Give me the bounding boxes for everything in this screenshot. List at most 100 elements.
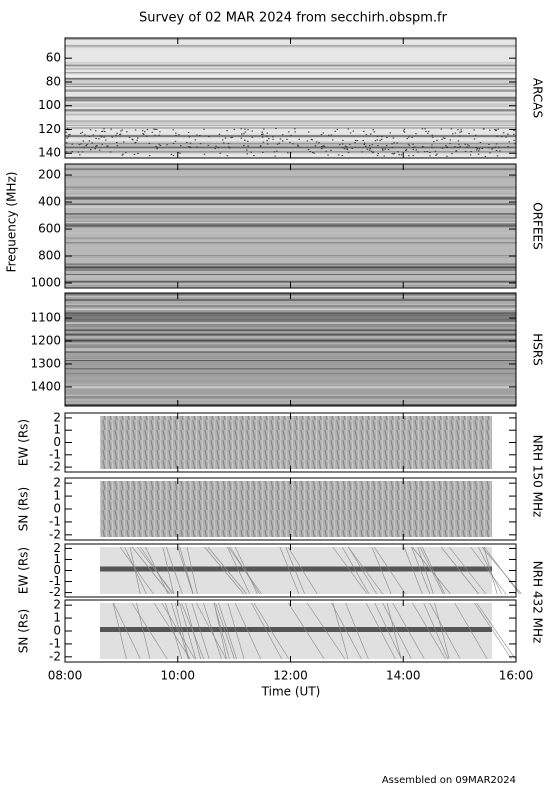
image-dot — [498, 146, 500, 148]
image-streak — [196, 602, 227, 660]
image-dot — [470, 151, 472, 153]
image-dot — [159, 131, 161, 133]
image-dot — [275, 128, 277, 130]
image-dot — [98, 138, 100, 140]
image-streak — [253, 602, 290, 660]
image-dot — [86, 143, 88, 145]
image-band — [65, 212, 516, 216]
image-dot — [508, 141, 510, 143]
image-dot — [262, 141, 265, 143]
image-streak — [131, 546, 171, 595]
image-dot — [123, 141, 125, 143]
image-dot — [180, 145, 182, 147]
y-tick-label: -2 — [49, 460, 61, 474]
image-dot — [170, 153, 173, 155]
image-streak — [204, 546, 245, 595]
image-dot — [244, 131, 247, 133]
image-dot — [121, 154, 123, 156]
image-dot — [352, 130, 355, 132]
image-dot — [65, 131, 68, 133]
image-dot — [377, 145, 379, 147]
image-dot — [495, 143, 498, 145]
image-band — [65, 47, 516, 49]
image-dot — [81, 151, 84, 153]
image-dot — [444, 137, 446, 139]
image-band — [65, 144, 516, 146]
image-dot — [436, 139, 438, 141]
y-tick-label: 2 — [53, 410, 61, 424]
x-tick-label: 08:00 — [48, 669, 83, 683]
image-dot — [196, 134, 198, 136]
image-dot — [246, 153, 248, 155]
panel-y-label: EW (Rs) — [17, 547, 31, 594]
image-dot — [294, 131, 296, 133]
image-band — [65, 63, 516, 65]
y-tick-label: -1 — [49, 574, 61, 588]
image-band — [65, 125, 516, 126]
image-dot — [244, 128, 246, 130]
image-streak — [421, 546, 446, 595]
image-dot — [421, 128, 424, 130]
image-band — [65, 113, 516, 117]
image-dot — [403, 131, 406, 133]
image-dot — [228, 147, 231, 149]
image-dot — [365, 134, 368, 136]
panel-y-label: SN (Rs) — [17, 487, 31, 531]
image-streak — [392, 602, 425, 660]
image-dot — [494, 146, 497, 148]
y-tick-label: 600 — [38, 222, 61, 236]
image-band — [65, 356, 516, 357]
image-dot — [351, 147, 353, 149]
image-dot — [65, 151, 68, 153]
image-band — [65, 256, 516, 258]
image-dot — [412, 154, 415, 156]
image-streak — [306, 602, 346, 660]
image-dot — [88, 140, 91, 142]
image-dot — [144, 131, 146, 133]
image-dot — [362, 140, 364, 142]
image-dot — [172, 154, 175, 156]
image-dot — [384, 148, 386, 150]
image-dot — [346, 149, 349, 151]
image-dot — [126, 131, 128, 133]
image-dot — [407, 136, 410, 138]
image-streak — [419, 546, 444, 595]
image-dot — [219, 152, 222, 154]
image-band — [65, 61, 516, 63]
image-dot — [67, 136, 70, 138]
image-dot — [477, 153, 480, 155]
image-band — [65, 196, 516, 198]
image-dot — [307, 149, 310, 151]
image-band — [65, 186, 516, 189]
image-dot — [174, 140, 177, 142]
image-band — [65, 82, 516, 85]
image-dot — [94, 130, 97, 132]
image-dot — [290, 134, 292, 136]
y-tick-label: 1 — [53, 552, 61, 566]
image-band — [65, 343, 516, 345]
image-dot — [156, 148, 158, 150]
y-tick-label: -2 — [49, 649, 61, 663]
image-dot — [158, 143, 161, 145]
image-dot — [368, 149, 371, 151]
image-dot — [318, 142, 320, 144]
image-dot — [371, 144, 374, 146]
image-dot — [90, 149, 92, 151]
image-dot — [431, 136, 434, 138]
image-dot — [376, 139, 379, 141]
image-streak — [162, 546, 174, 595]
image-dot — [306, 140, 309, 142]
image-streak — [332, 546, 368, 595]
image-streak — [136, 602, 151, 660]
image-dot — [424, 128, 426, 130]
image-band — [65, 120, 516, 123]
image-band — [65, 120, 516, 122]
y-tick-label: 140 — [38, 146, 61, 160]
image-streak — [374, 602, 402, 660]
image-band — [65, 359, 516, 361]
image-dot — [103, 128, 105, 130]
y-tick-label: 1300 — [30, 356, 61, 370]
image-dot — [153, 128, 155, 130]
image-dot — [82, 140, 85, 142]
image-band — [65, 268, 516, 271]
